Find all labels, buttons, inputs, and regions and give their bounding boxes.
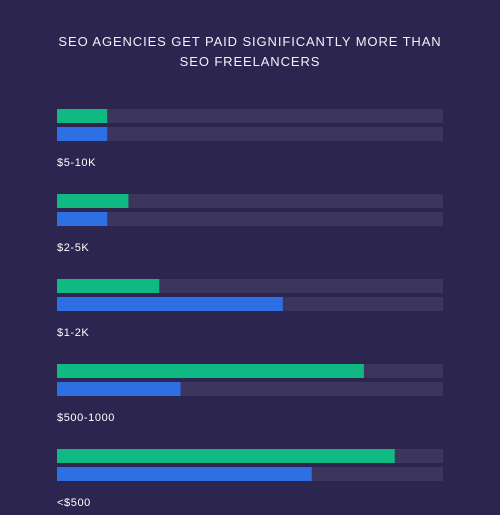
category-label: <$500 [57,497,91,509]
bar-series-1 [57,279,160,293]
category-label: $2-5K [57,242,89,254]
bar-series-2 [57,297,283,311]
bar-series-2 [57,127,108,141]
bar-series-2 [57,212,108,226]
chart-title-line-1: SEO AGENCIES GET PAID SIGNIFICANTLY MORE… [58,34,442,49]
bar-series-1 [57,449,395,463]
bar-series-1 [57,194,129,208]
bar-track [57,127,443,141]
chart-title: SEO AGENCIES GET PAID SIGNIFICANTLY MORE… [0,32,500,72]
bar-group: $1-2K [57,279,443,339]
bar-series-2 [57,382,181,396]
chart-title-line-2: SEO FREELANCERS [179,54,321,69]
bar-track [57,109,443,123]
bar-group: $5-10K [57,109,443,169]
bar-series-1 [57,109,108,123]
bar-track [57,194,443,208]
category-label: $1-2K [57,327,89,339]
bar-series-1 [57,364,364,378]
category-label: $500-1000 [57,412,115,424]
category-label: $5-10K [57,157,96,169]
bar-series-2 [57,467,312,481]
bar-track [57,212,443,226]
bar-group: <$500 [57,449,443,509]
bar-group: $500-1000 [57,364,443,424]
bar-group: $2-5K [57,194,443,254]
